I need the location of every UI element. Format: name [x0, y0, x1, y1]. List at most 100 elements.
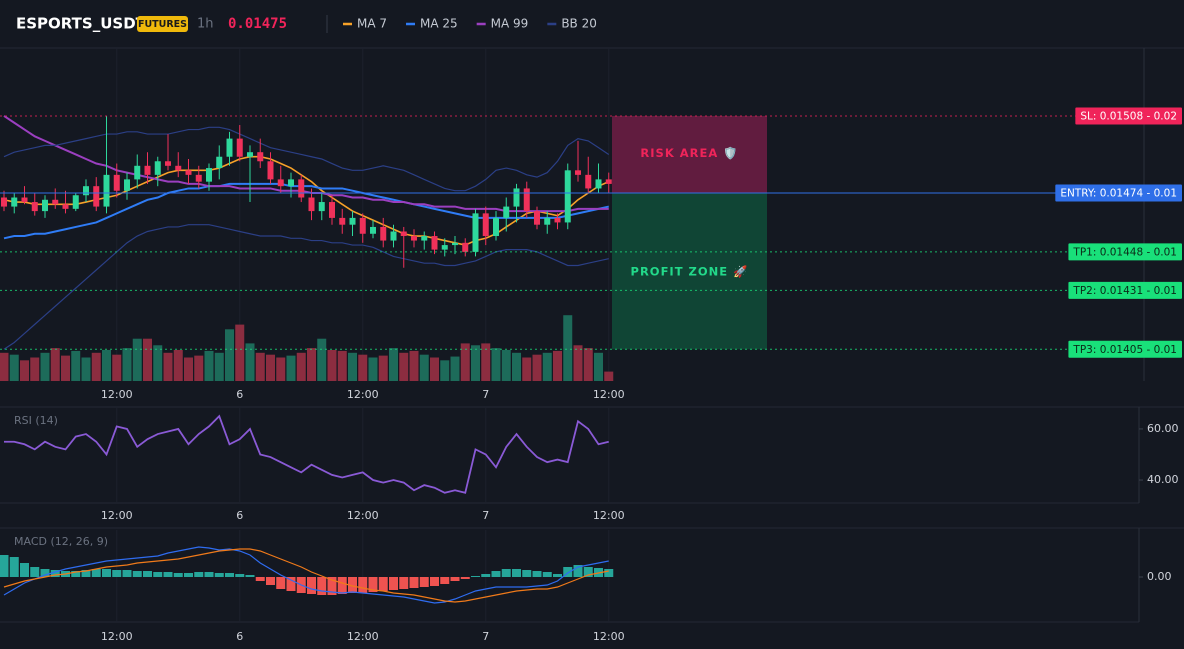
volume-bar	[61, 355, 70, 381]
x-tick-label: 12:00	[347, 509, 379, 522]
macd-histogram-bar	[102, 569, 111, 577]
macd-histogram-bar	[563, 567, 573, 577]
candle-body	[124, 179, 130, 191]
macd-histogram-bar	[399, 577, 409, 589]
candle-body	[534, 211, 540, 225]
bb-upper	[3, 126, 610, 192]
x-tick-label: 12:00	[101, 509, 133, 522]
macd-histogram-bar	[30, 567, 40, 577]
volume-bar	[143, 338, 152, 381]
macd-histogram-bar	[522, 570, 532, 577]
candle-body	[308, 197, 315, 212]
volume-bar	[122, 348, 132, 381]
macd-histogram-bar	[307, 577, 316, 594]
volume-bar	[327, 349, 337, 381]
macd-histogram-bar	[430, 577, 439, 586]
candle-body	[257, 152, 264, 162]
volume-bar	[184, 357, 193, 381]
volume-bar	[91, 352, 101, 381]
macd-histogram-bar	[419, 577, 429, 587]
x-tick-label: 12:00	[593, 388, 625, 401]
macd-histogram-bar	[471, 576, 480, 577]
candle-body	[52, 199, 59, 205]
candle-body	[493, 217, 499, 237]
x-tick-label: 12:00	[101, 388, 133, 401]
volume-bar	[255, 352, 265, 381]
candle-body	[288, 179, 294, 187]
macd-histogram-bar	[122, 570, 132, 577]
x-tick-label: 12:00	[593, 630, 625, 643]
legend-label: BB 20	[561, 17, 597, 31]
macd-histogram-bar	[327, 577, 337, 595]
macd-histogram-bar	[81, 570, 91, 577]
candle-body	[144, 165, 151, 175]
candle-body	[595, 179, 602, 189]
macd-histogram-bar	[194, 572, 204, 577]
macd-histogram-bar	[184, 573, 193, 577]
macd-histogram-bar	[20, 563, 29, 577]
volume-bar	[286, 355, 296, 381]
volume-bar	[194, 355, 204, 381]
candle-body	[103, 174, 110, 207]
zone	[612, 192, 767, 350]
candle-body	[452, 242, 458, 246]
ma-line	[3, 182, 609, 240]
volume-bar	[440, 360, 450, 381]
candle-body	[277, 179, 284, 187]
level-tag-label: TP2: 0.01431 - 0.01	[1072, 285, 1177, 297]
volume-bar	[389, 348, 398, 381]
macd-histogram-bar	[276, 577, 286, 589]
volume-bar	[132, 338, 142, 381]
candle-body	[482, 213, 489, 237]
candle-body	[247, 152, 253, 157]
volume-bar	[532, 354, 542, 381]
volume-bar	[307, 348, 316, 381]
x-tick-label: 7	[482, 388, 489, 401]
x-tick-label: 6	[236, 630, 243, 643]
macd-histogram-bar	[40, 569, 50, 577]
volume-bar	[40, 352, 50, 381]
candle-body	[216, 156, 223, 169]
level-tag: TP2: 0.01431 - 0.01	[1068, 281, 1182, 299]
volume-bar	[522, 357, 532, 381]
volume-bar	[471, 345, 480, 381]
candle-body	[93, 186, 100, 207]
volume-bar	[163, 352, 173, 381]
volume-bar	[419, 354, 429, 381]
level-tag: ENTRY: 0.01474 - 0.01	[1055, 184, 1182, 202]
macd-histogram-bar	[573, 565, 583, 577]
candle-body	[605, 179, 612, 184]
panel-title: MACD (12, 26, 9)	[14, 535, 108, 548]
macd-line	[3, 548, 609, 603]
candle-body	[42, 199, 48, 212]
level-tag-bg	[1068, 281, 1182, 299]
volume-bar	[594, 352, 603, 381]
macd-histogram-bar	[532, 571, 542, 577]
level-tag-bg	[1068, 243, 1182, 261]
level-tag-bg	[1075, 107, 1182, 125]
macd-histogram-bar	[337, 577, 347, 594]
macd-histogram-bar	[501, 569, 511, 577]
legend-label: MA 99	[491, 17, 529, 31]
volume-bar	[317, 338, 327, 381]
volume-bar	[20, 360, 29, 381]
macd-histogram-bar	[255, 577, 265, 581]
macd-histogram-bar	[163, 572, 173, 577]
macd-histogram-bar	[409, 577, 419, 588]
macd-histogram-bar	[132, 571, 142, 577]
macd-histogram-bar	[173, 573, 183, 577]
candle-body	[349, 217, 356, 225]
macd-histogram-bar	[348, 577, 357, 593]
candle-body	[113, 174, 120, 191]
x-tick-label: 7	[482, 509, 489, 522]
candle-body	[441, 245, 448, 250]
candle-body	[523, 188, 530, 212]
macd-histogram-bar	[214, 573, 224, 577]
candle-body	[83, 186, 89, 196]
level-tag-label: TP1: 0.01448 - 0.01	[1072, 246, 1177, 258]
candle-body	[390, 231, 397, 241]
macd-histogram-bar	[604, 569, 614, 577]
volume-bar	[112, 354, 122, 381]
